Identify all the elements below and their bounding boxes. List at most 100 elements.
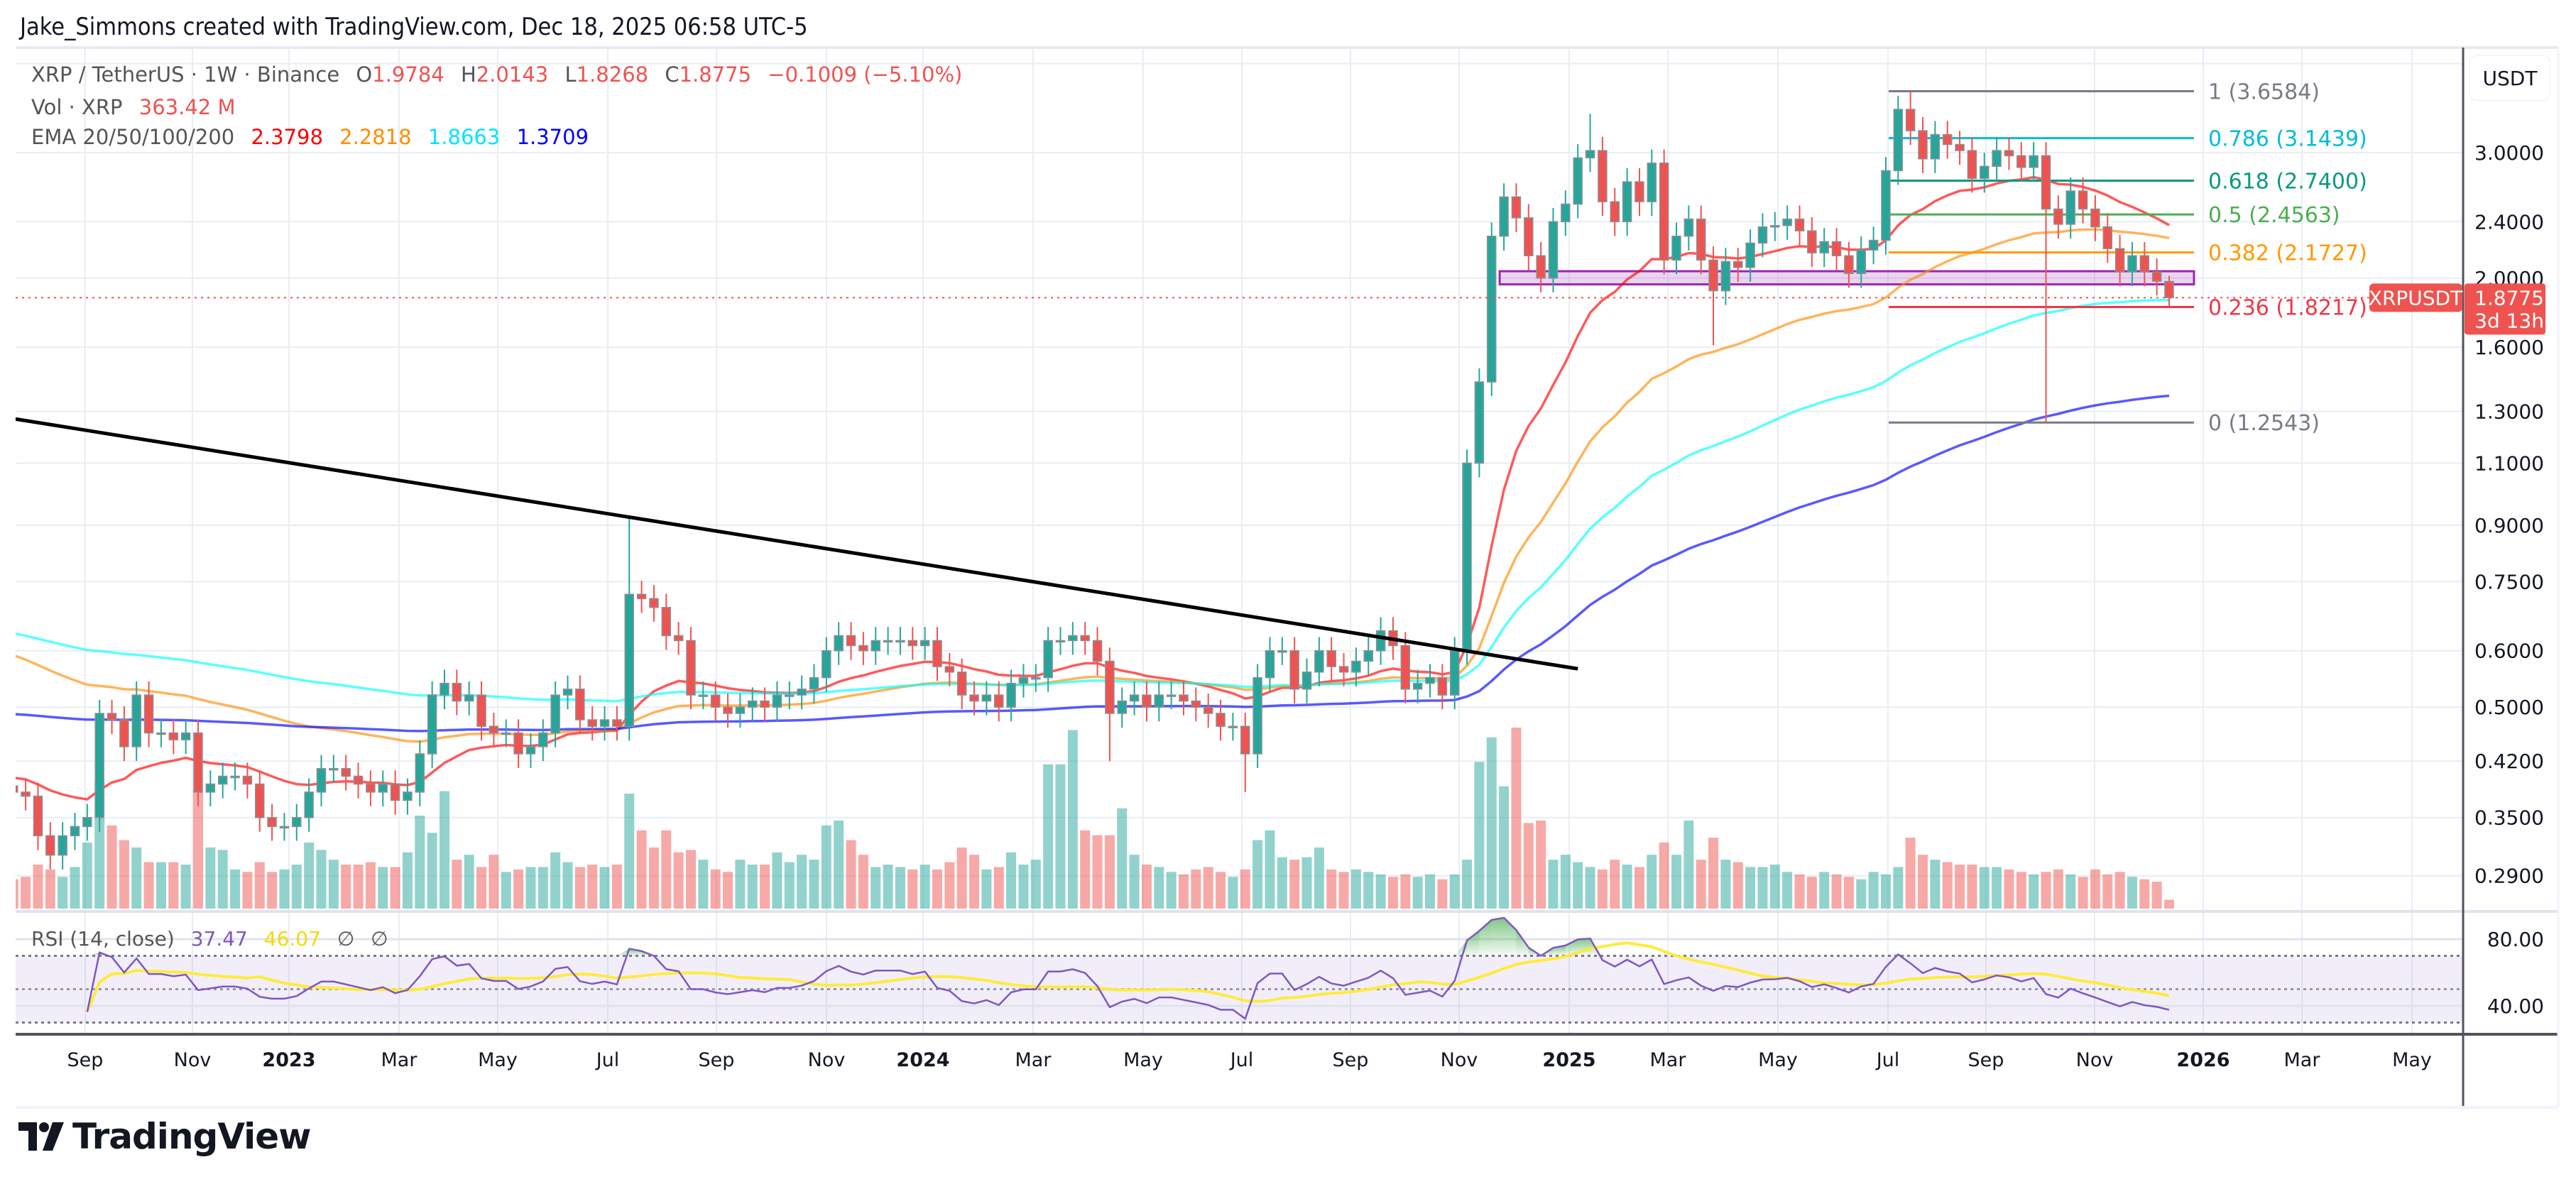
ema20-value: 2.3798	[251, 125, 323, 149]
candle	[1844, 255, 1854, 275]
volume-bar	[1893, 867, 1904, 909]
candle	[1117, 700, 1127, 714]
volume-bar	[1905, 838, 1916, 909]
fib-level-label: 0.618 (2.7400)	[2208, 170, 2367, 194]
volume-bar	[1647, 855, 1657, 909]
volume-bar	[1536, 820, 1546, 909]
candle	[858, 645, 868, 652]
candle	[1191, 700, 1201, 708]
tradingview-logo-icon	[18, 1122, 64, 1151]
volume-bar	[402, 852, 413, 909]
volume-bar	[33, 864, 43, 909]
candle	[205, 783, 216, 793]
volume-bar	[956, 847, 967, 909]
candle	[21, 791, 31, 797]
volume-bar	[624, 794, 635, 909]
volume-bar	[1794, 874, 1805, 909]
tradingview-logo-text: TradingView	[72, 1116, 311, 1157]
volume-bar	[1363, 872, 1374, 909]
last-price-tag: 1.8775	[2474, 286, 2544, 309]
ema-legend[interactable]: EMA 20/50/100/200 2.3798 2.2818 1.8663 1…	[31, 125, 589, 149]
volume-bar	[1930, 860, 1941, 909]
volume-bar	[1117, 808, 1128, 909]
volume-bar	[1191, 869, 1201, 909]
volume-bar	[1338, 872, 1349, 909]
volume-bar	[1006, 852, 1017, 909]
volume-bar	[735, 860, 746, 909]
rsi-overbought-fill	[629, 948, 642, 956]
volume-bar	[1055, 764, 1066, 909]
volume-bar	[1141, 864, 1152, 909]
candle	[168, 732, 179, 740]
tradingview-logo[interactable]: TradingView	[18, 1116, 311, 1157]
ema100-value: 1.8663	[427, 125, 501, 149]
candle	[440, 682, 449, 696]
candle	[476, 694, 486, 727]
ema-label: EMA 20/50/100/200	[31, 125, 235, 149]
candle	[1622, 181, 1632, 223]
volume-bar	[70, 867, 80, 909]
currency-button[interactable]: USDT	[2469, 55, 2550, 101]
volume-bar	[1289, 860, 1300, 909]
volume-legend[interactable]: Vol · XRP 363.42 M	[31, 95, 235, 119]
descending-trendline[interactable]	[13, 417, 1578, 671]
fib-retracement[interactable]: 1 (3.6584) 0.786 (3.1439) 0.618 (2.7400) 0.…	[1889, 80, 2367, 436]
volume-bar	[747, 864, 758, 909]
volume-bar	[599, 867, 610, 909]
candle	[969, 694, 979, 702]
candle	[33, 795, 43, 837]
rsi-legend[interactable]: RSI (14, close) 37.47 46.07 ∅ ∅	[31, 927, 388, 950]
candle	[390, 783, 400, 801]
candle	[94, 713, 104, 818]
volume-bar	[1659, 842, 1669, 909]
candle	[907, 640, 918, 647]
candle	[119, 719, 129, 747]
candle	[1967, 150, 1977, 180]
volume-bar	[797, 855, 807, 909]
candle	[538, 732, 548, 747]
candle	[1757, 226, 1768, 244]
candle	[1930, 133, 1941, 160]
candle	[143, 694, 154, 734]
symbol-legend[interactable]: XRP / TetherUS · 1W · Binance O1.9784 H2…	[31, 62, 962, 87]
candle	[2127, 255, 2137, 273]
volume-bar	[1831, 874, 1842, 909]
candle	[292, 816, 302, 828]
time-axis-label: Mar	[1650, 1049, 1687, 1071]
volume-bar	[710, 869, 721, 909]
volume-bar	[230, 869, 241, 909]
trendline[interactable]	[13, 417, 1578, 671]
volume-bar	[1449, 874, 1460, 909]
volume-bar	[611, 864, 622, 909]
last-price-tag-bg	[2465, 283, 2545, 335]
volume-bars	[16, 728, 2174, 909]
volume-bar	[1696, 860, 1706, 909]
volume-bar	[587, 864, 598, 909]
candle	[1634, 181, 1644, 202]
volume-bar	[858, 855, 868, 909]
volume-bar	[254, 862, 265, 909]
candle	[217, 775, 228, 785]
volume-bar	[341, 864, 351, 909]
price-axis-label: 0.5000	[2474, 696, 2544, 719]
volume-label: Vol · XRP	[31, 95, 123, 119]
candle	[710, 694, 721, 708]
volume-bar	[1203, 867, 1213, 909]
candle	[1548, 221, 1559, 279]
candle	[1437, 676, 1448, 696]
volume-bar	[1745, 867, 1756, 909]
volume-bar	[1301, 857, 1312, 909]
fib-level-label: 0.236 (1.8217)	[2208, 295, 2367, 320]
candle	[1474, 381, 1485, 464]
candle	[1708, 259, 1718, 292]
candle	[353, 775, 364, 785]
volume-bar	[1375, 874, 1386, 909]
candle	[230, 775, 240, 779]
candle	[1980, 165, 1990, 180]
volume-bar	[1511, 728, 1522, 909]
candle	[2090, 208, 2100, 228]
candle	[785, 694, 795, 697]
volume-bar	[2029, 874, 2039, 909]
candle	[1363, 650, 1373, 662]
